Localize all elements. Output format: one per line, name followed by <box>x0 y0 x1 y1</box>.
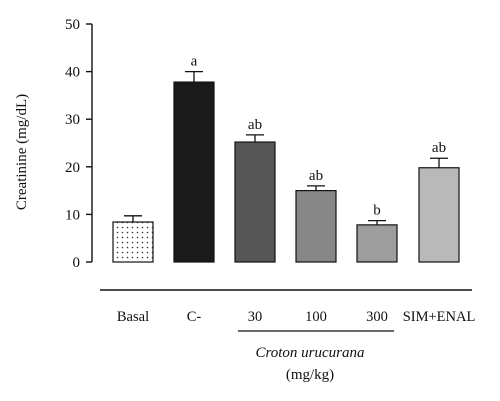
significance-label: a <box>191 54 198 70</box>
significance-label: b <box>373 203 381 219</box>
group-label-unit: (mg/kg) <box>286 367 334 383</box>
y-tick-label: 10 <box>65 207 80 223</box>
group-label-name: Croton urucurana <box>255 345 364 361</box>
x-category-label: 300 <box>366 309 388 325</box>
y-tick-label: 20 <box>65 160 80 176</box>
significance-label: ab <box>432 140 446 156</box>
x-category-label: 100 <box>305 309 327 325</box>
x-category-label: SIM+ENAL <box>403 309 476 325</box>
significance-label: ab <box>248 117 262 133</box>
significance-label: ab <box>309 168 323 184</box>
y-axis-title: Creatinine (mg/dL) <box>14 94 30 210</box>
bar-c- <box>173 81 215 263</box>
y-tick-label: 50 <box>65 17 80 33</box>
bar-30 <box>234 141 276 263</box>
x-category-label: 30 <box>248 309 263 325</box>
bar-300 <box>356 224 398 263</box>
y-tick-label: 30 <box>65 112 80 128</box>
y-tick-label: 40 <box>65 65 80 81</box>
bar-basal <box>112 221 154 263</box>
bars <box>112 70 460 263</box>
labels: Basal a C-ab 30 ab 100 b 300 ab SIM+ENAL <box>117 54 476 332</box>
bar-100 <box>295 190 337 263</box>
bar-sim-enal <box>418 167 460 263</box>
y-tick-label: 0 <box>73 255 81 271</box>
axes: 0 10 20 30 40 50 <box>65 17 472 291</box>
x-category-label: Basal <box>117 309 149 325</box>
x-category-label: C- <box>187 309 202 325</box>
